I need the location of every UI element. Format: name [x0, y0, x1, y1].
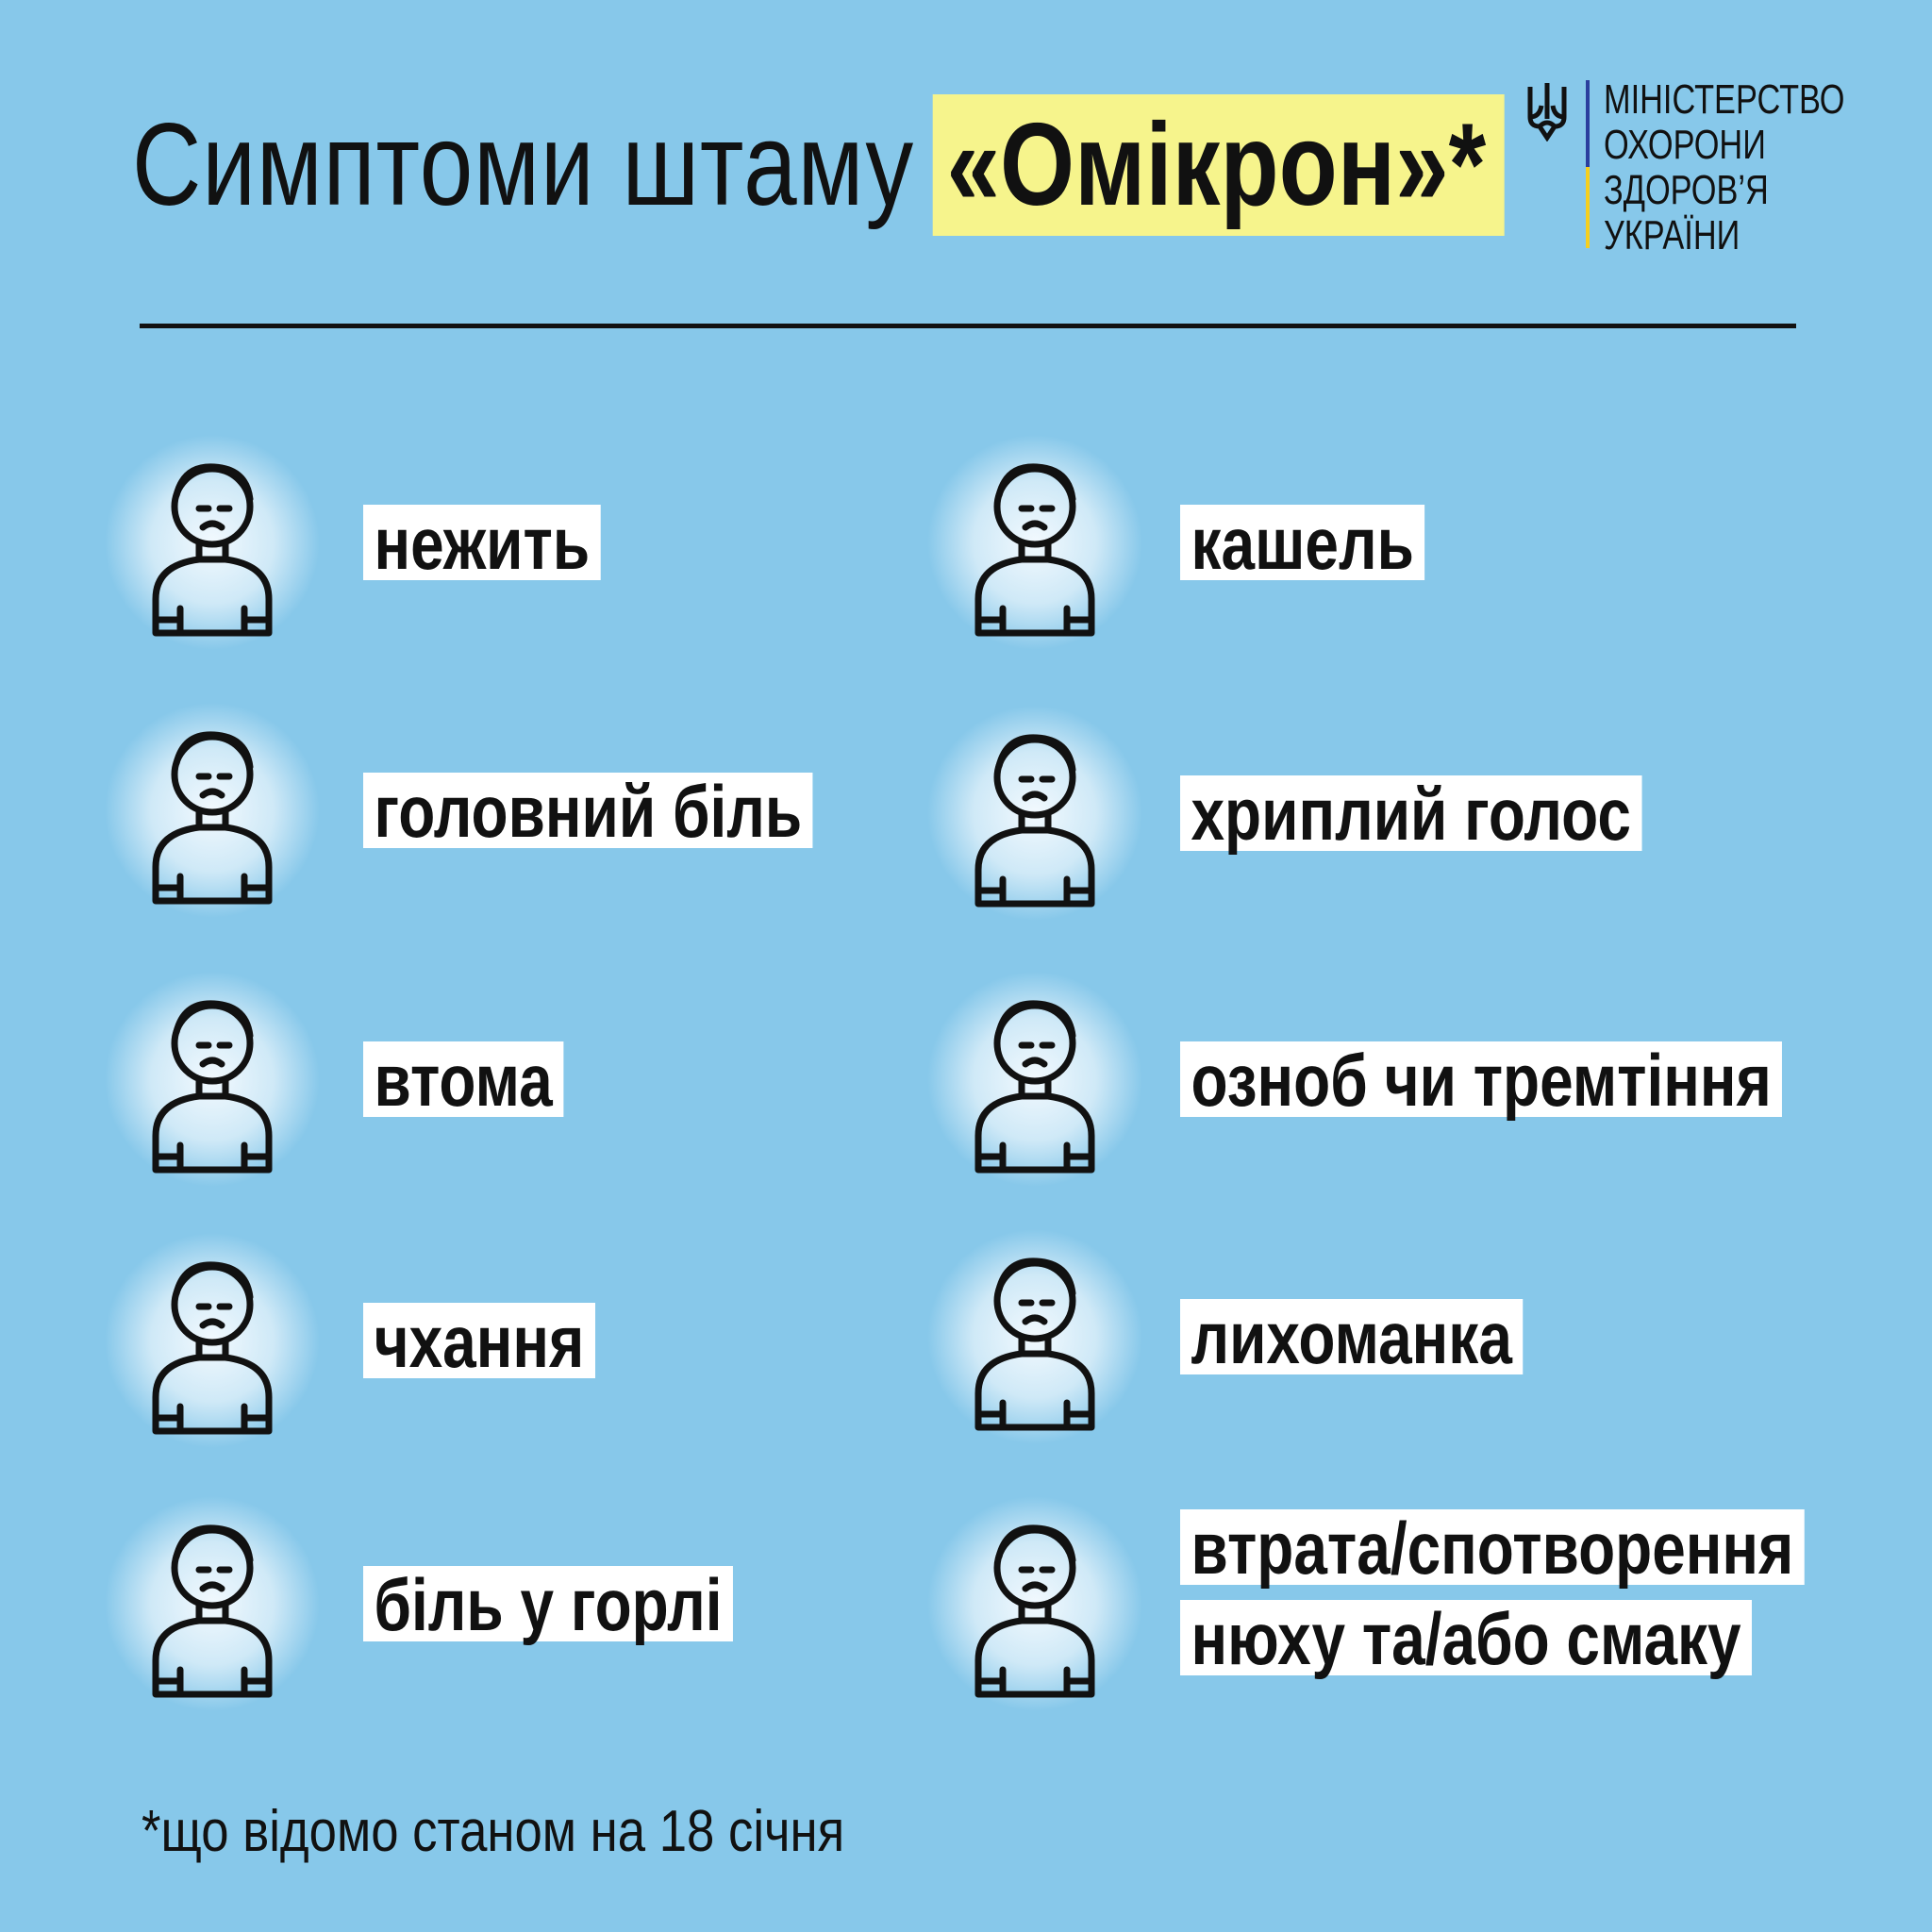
symptom-label: чхання	[363, 1303, 646, 1378]
symptom-label: біль у горлі	[363, 1566, 814, 1641]
symptom-label: нежить	[363, 505, 653, 580]
symptom-label-text: втома	[363, 1041, 564, 1117]
flag-bar-blue	[1586, 80, 1590, 167]
symptom-label-text: нюху та/або смаку	[1180, 1600, 1753, 1675]
symptom-label-text: біль у горлі	[363, 1566, 734, 1641]
sore-throat-icon	[104, 1495, 321, 1712]
symptom-label: озноб чи тремтіння	[1180, 1041, 1914, 1117]
sneezing-icon	[104, 1232, 321, 1449]
symptom-label: втома	[363, 1041, 608, 1117]
symptom-label: кашель	[1180, 505, 1478, 580]
symptom-label-text: кашель	[1180, 505, 1425, 580]
title-highlight: «Омікрон»*	[932, 94, 1505, 236]
flag-bar-yellow	[1586, 167, 1590, 248]
symptom-label: головний біль	[363, 773, 911, 848]
footnote: *що відомо станом на 18 січня	[142, 1799, 845, 1864]
symptom-label-text: хриплий голос	[1180, 775, 1642, 851]
page-title: Симптоми штаму «Омікрон»*	[132, 94, 1505, 236]
symptom-label: хриплий голос	[1180, 775, 1743, 851]
ministry-name: МІНІСТЕРСТВО ОХОРОНИ ЗДОРОВ’Я УКРАЇНИ	[1604, 76, 1845, 258]
loss-of-smell-taste-icon	[926, 1495, 1143, 1712]
runny-nose-icon	[104, 434, 321, 651]
hoarse-voice-icon	[926, 705, 1143, 922]
fatigue-icon	[104, 971, 321, 1188]
chills-icon	[926, 971, 1143, 1188]
symptom-label: лихоманка	[1180, 1299, 1598, 1374]
cough-icon	[926, 434, 1143, 651]
trident-icon	[1527, 83, 1567, 142]
symptom-label: втрата/спотворення нюху та/або смаку	[1180, 1509, 1932, 1690]
symptom-label-text: лихоманка	[1180, 1299, 1524, 1374]
headache-icon	[104, 702, 321, 919]
symptom-label-text: головний біль	[363, 773, 813, 848]
symptom-label-text: нежить	[363, 505, 601, 580]
divider	[140, 324, 1796, 328]
symptom-label-text: озноб чи тремтіння	[1180, 1041, 1783, 1117]
symptom-label-text: чхання	[363, 1303, 595, 1378]
symptom-label-text: втрата/спотворення	[1180, 1509, 1805, 1585]
fever-icon	[926, 1228, 1143, 1445]
